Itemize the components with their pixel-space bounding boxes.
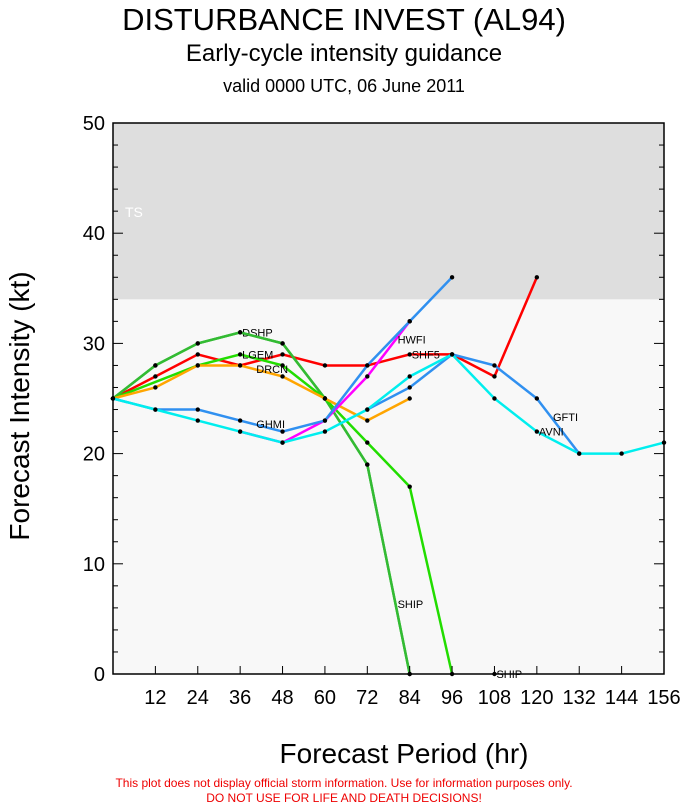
series-label-ship: SHIP [398, 599, 424, 611]
y-tick-label: 20 [83, 444, 105, 466]
data-point [322, 418, 328, 423]
x-tick-label: 72 [356, 687, 378, 709]
data-point [449, 275, 455, 280]
x-tick-label: 84 [399, 687, 421, 709]
data-point [365, 462, 370, 467]
data-point [153, 374, 158, 379]
data-point [449, 352, 455, 357]
disclaimer-line-2: DO NOT USE FOR LIFE AND DEATH DECISIONS! [206, 791, 482, 805]
ts-band [113, 123, 664, 300]
series-label-shf5: SHF5 [412, 349, 440, 361]
series-label-lgem: LGEM [242, 349, 273, 361]
series-label-dshp: DSHP [242, 327, 273, 339]
series-label-avni: AVNI [539, 427, 564, 439]
data-point [237, 418, 243, 423]
data-point [237, 352, 243, 357]
series-line-drcn [112, 364, 411, 422]
x-tick-label: 12 [144, 687, 166, 709]
data-point [280, 374, 285, 379]
data-point [534, 429, 540, 434]
series-line-gfti [366, 353, 581, 455]
chart-subtitle: Early-cycle intensity guidance [185, 40, 503, 67]
data-point [237, 330, 243, 335]
data-point [280, 352, 285, 357]
ts-band-label: TS [125, 204, 143, 220]
data-point [195, 363, 200, 368]
data-point [407, 374, 412, 379]
data-point [407, 484, 412, 489]
data-point [365, 418, 370, 423]
data-point [407, 385, 412, 390]
y-tick-label: 40 [83, 223, 105, 245]
data-point [534, 396, 540, 401]
y-tick-label: 50 [83, 113, 105, 135]
data-point [534, 275, 540, 280]
data-point [195, 407, 200, 412]
data-point [407, 352, 412, 357]
data-point [153, 385, 158, 390]
data-point [407, 396, 412, 401]
data-point [237, 363, 243, 368]
series-line-ship [112, 331, 411, 675]
series-line-avni [112, 352, 665, 455]
data-point [153, 407, 158, 412]
x-tick-label: 156 [647, 687, 680, 709]
series-label-ghmi: GHMI [256, 419, 285, 431]
x-tick-label: 96 [441, 687, 463, 709]
x-tick-label: 36 [229, 687, 251, 709]
data-point [322, 429, 328, 434]
data-point [492, 374, 497, 379]
data-point [365, 363, 370, 368]
y-axis-label: Forecast Intensity (kt) [4, 271, 35, 541]
y-tick-label: 30 [83, 333, 105, 355]
y-tick-label: 10 [83, 554, 105, 576]
series-label-ship: SHIP [496, 669, 522, 681]
x-tick-label: 144 [605, 687, 638, 709]
series-line-lgem [112, 353, 454, 675]
y-tick-label: 0 [94, 664, 105, 686]
data-point [237, 429, 243, 434]
chart-title: DISTURBANCE INVEST (AL94) [122, 2, 566, 37]
x-tick-label: 120 [520, 687, 553, 709]
data-point [280, 429, 285, 434]
data-point [322, 396, 328, 401]
data-point [365, 407, 370, 412]
x-tick-label: 48 [271, 687, 293, 709]
data-point [322, 363, 328, 368]
data-point [280, 341, 285, 346]
data-point [280, 363, 285, 368]
plot-frame [112, 122, 665, 675]
x-tick-label: 60 [314, 687, 336, 709]
disclaimer-line-1: This plot does not display official stor… [115, 776, 573, 790]
data-point [195, 341, 200, 346]
x-tick-label: 24 [187, 687, 209, 709]
x-axis-label: Forecast Period (hr) [279, 738, 529, 769]
data-point [195, 352, 200, 357]
series-label-gfti: GFTI [553, 412, 578, 424]
data-point [492, 363, 497, 368]
data-point [280, 440, 285, 445]
x-tick-label: 108 [478, 687, 511, 709]
series-label-drcn: DRCN [256, 364, 288, 376]
valid-time: valid 0000 UTC, 06 June 2011 [223, 76, 465, 96]
data-point [195, 418, 200, 423]
data-point [153, 363, 158, 368]
data-point [619, 451, 624, 456]
data-point [407, 319, 412, 324]
data-point [365, 440, 370, 445]
data-point [492, 396, 497, 401]
series-label-hwfi: HWFI [398, 335, 426, 347]
data-point [577, 451, 582, 456]
data-point [365, 374, 370, 379]
x-tick-label: 132 [563, 687, 596, 709]
